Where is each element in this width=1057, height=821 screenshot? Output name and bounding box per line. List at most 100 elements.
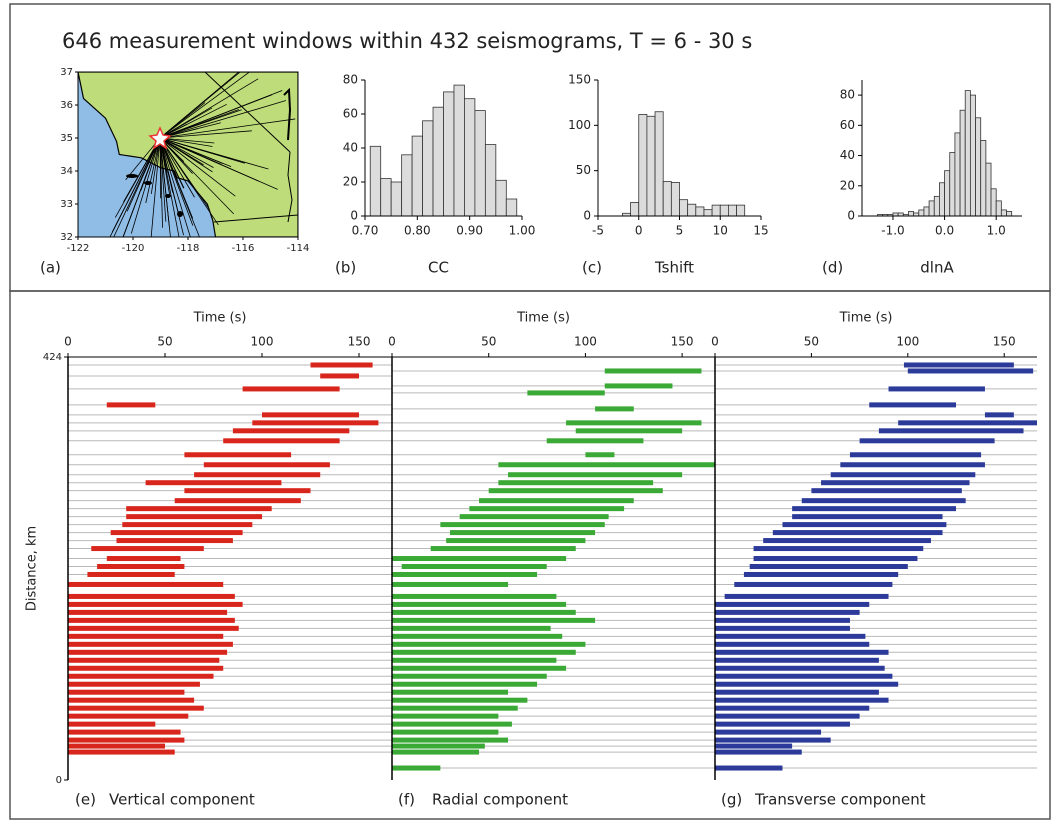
bar — [728, 204, 737, 217]
window — [68, 721, 156, 727]
window — [392, 697, 528, 703]
y-tick-label: 0 — [350, 209, 358, 223]
ray — [150, 137, 161, 237]
window — [106, 556, 181, 562]
window — [849, 452, 982, 458]
window — [68, 657, 220, 663]
ray — [159, 137, 278, 190]
ray — [159, 137, 236, 197]
bar — [638, 114, 648, 217]
window — [488, 488, 663, 494]
window — [392, 609, 576, 615]
window — [715, 737, 831, 743]
window — [184, 452, 292, 458]
window — [145, 480, 282, 486]
y-tick-label: 0 — [583, 209, 591, 223]
window — [715, 713, 860, 719]
x-tick-label: 0.0 — [935, 224, 954, 238]
window — [116, 538, 233, 544]
x-axis-label: Time (s) — [839, 311, 893, 326]
ray — [130, 137, 161, 234]
window — [122, 522, 253, 528]
bar — [990, 188, 997, 217]
window — [869, 402, 957, 408]
bar — [670, 182, 680, 217]
x-tick-label: 0.80 — [404, 224, 431, 238]
bar — [719, 204, 729, 217]
window — [715, 609, 860, 615]
bar — [646, 115, 656, 217]
window — [392, 593, 557, 599]
window — [262, 412, 360, 418]
window — [724, 593, 889, 599]
window — [430, 546, 576, 552]
window — [811, 488, 962, 494]
window — [546, 438, 644, 444]
window — [715, 665, 885, 671]
ray — [159, 137, 191, 237]
panel-caption: Vertical component — [109, 791, 255, 809]
window — [715, 765, 783, 771]
x-tick-label: 15 — [753, 224, 768, 238]
window — [715, 697, 889, 703]
window — [907, 368, 1034, 374]
window — [604, 368, 702, 374]
x-tick-label: -1.0 — [881, 224, 904, 238]
window — [715, 625, 850, 631]
x-tick-label: 100 — [574, 335, 597, 349]
x-tick-label: -122 — [67, 243, 90, 254]
window — [68, 649, 228, 655]
window — [734, 581, 893, 587]
window — [859, 438, 995, 444]
x-tick-label: 0 — [64, 335, 72, 349]
window — [566, 420, 702, 426]
y-axis-label: Distance, km — [25, 526, 40, 611]
window — [392, 657, 557, 663]
window — [392, 633, 563, 639]
ray — [159, 137, 171, 237]
window — [498, 462, 715, 468]
ray — [159, 137, 213, 147]
bar — [422, 120, 434, 217]
window — [782, 522, 947, 528]
x-tick-label: 100 — [896, 335, 919, 349]
x-axis-label: dlnA — [920, 259, 954, 277]
bar — [369, 145, 382, 217]
y-tick-label: 36 — [60, 100, 73, 111]
window — [715, 601, 870, 607]
ray — [159, 118, 296, 139]
window — [392, 749, 480, 755]
bar — [964, 90, 971, 217]
bar — [908, 211, 915, 217]
window — [840, 462, 985, 468]
window — [68, 581, 224, 587]
window — [110, 530, 243, 536]
window — [68, 593, 235, 599]
window — [450, 530, 596, 536]
x-tick-label: 5 — [676, 224, 684, 238]
window — [792, 514, 943, 520]
window — [68, 705, 204, 711]
panel-label: (a) — [40, 259, 61, 277]
window — [126, 506, 272, 512]
window — [232, 428, 350, 434]
window — [984, 412, 1014, 418]
bar — [939, 182, 945, 217]
window — [68, 601, 243, 607]
bar — [975, 117, 982, 217]
panel-caption: Transverse component — [754, 791, 926, 809]
window — [68, 617, 235, 623]
window — [242, 386, 340, 392]
figure-title: 646 measurement windows within 432 seism… — [62, 29, 752, 53]
window — [68, 665, 224, 671]
window — [392, 649, 576, 655]
x-tick-label: -118 — [177, 243, 200, 254]
bar — [443, 91, 455, 217]
ray — [159, 137, 219, 226]
window — [310, 362, 373, 368]
window — [68, 641, 233, 647]
x-axis-label: Time (s) — [516, 311, 570, 326]
x-axis-label: Tshift — [654, 259, 694, 277]
window — [87, 571, 175, 577]
y-tick-label: 150 — [568, 73, 591, 87]
